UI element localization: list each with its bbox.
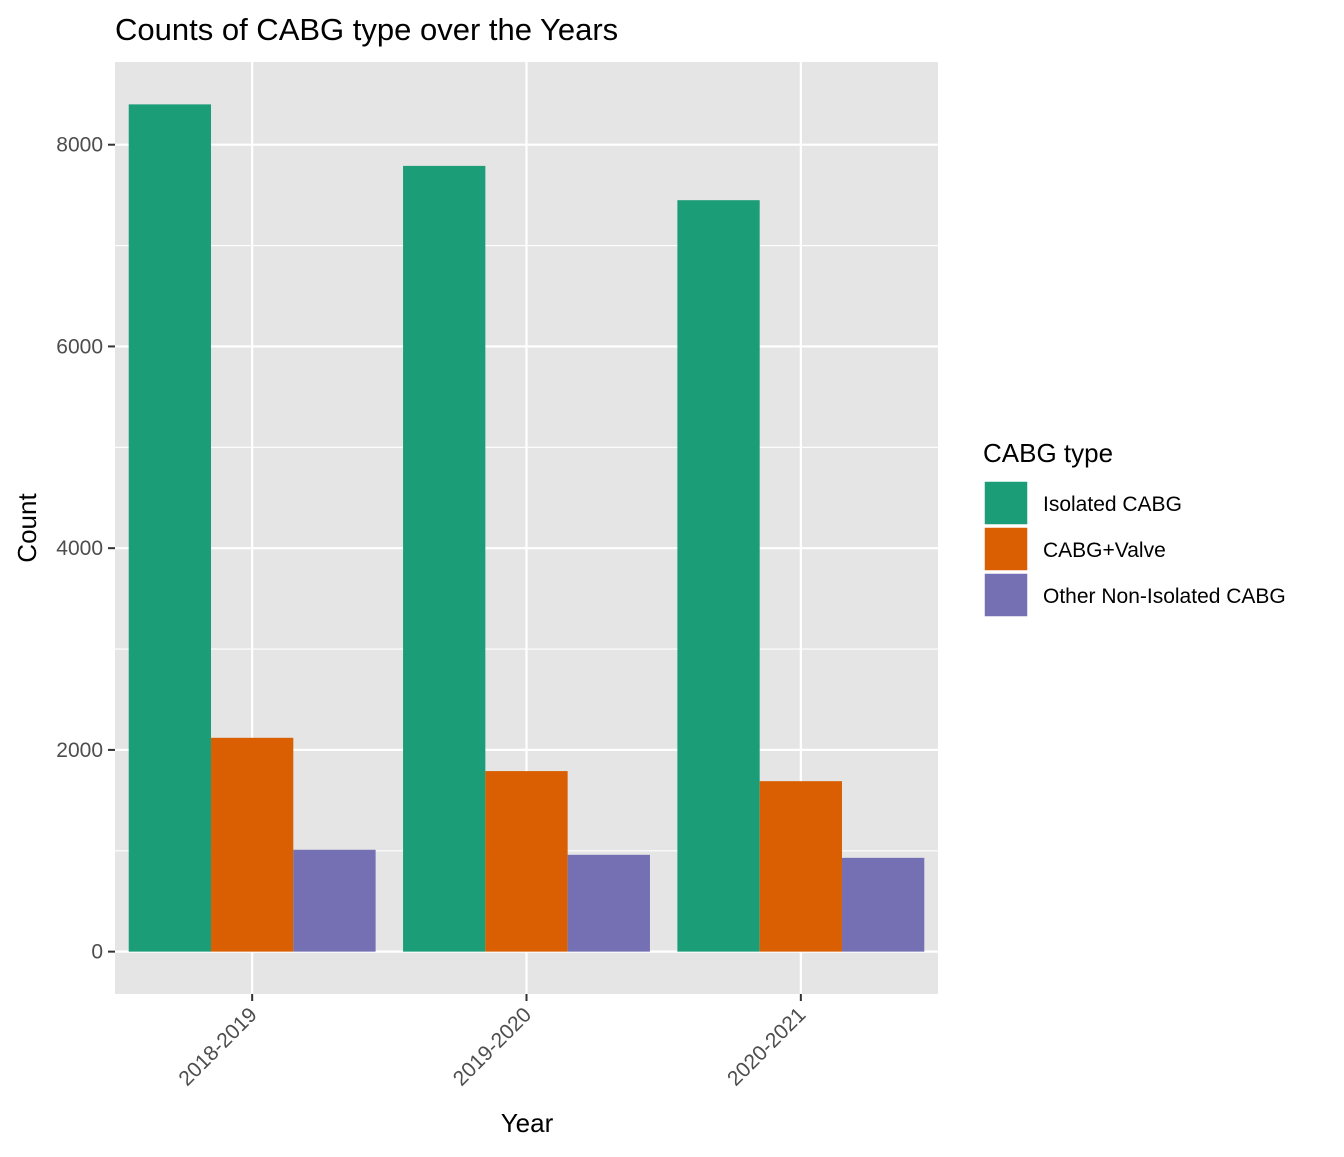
bar-cabg-valve-2019-2020 xyxy=(485,771,568,952)
bar-isolated-cabg-2020-2021 xyxy=(677,200,760,952)
legend-key xyxy=(983,526,1029,572)
y-tick-label: 8000 xyxy=(56,134,103,157)
y-tick-label: 2000 xyxy=(56,739,103,762)
y-tick-label: 6000 xyxy=(56,335,103,358)
bar-other-non-isolated-cabg-2020-2021 xyxy=(841,857,925,952)
legend: CABG type Isolated CABG CABG+Valve Other N… xyxy=(983,438,1286,618)
legend-title: CABG type xyxy=(983,438,1113,468)
bar-cabg-valve-2020-2021 xyxy=(759,781,842,952)
bar-isolated-cabg-2018-2019 xyxy=(128,104,212,952)
legend-label: CABG+Valve xyxy=(1043,539,1166,562)
y-axis-title: Count xyxy=(12,493,42,563)
y-axis: 0 2000 4000 6000 8000 xyxy=(56,134,115,964)
legend-key xyxy=(983,572,1029,618)
legend-label: Isolated CABG xyxy=(1043,493,1182,516)
chart-title: Counts of CABG type over the Years xyxy=(115,12,618,47)
x-axis-title: Year xyxy=(501,1108,554,1138)
y-tick-label: 0 xyxy=(91,941,103,964)
x-tick-label: 2018-2019 xyxy=(174,1003,261,1090)
bar-isolated-cabg-2019-2020 xyxy=(403,165,486,952)
bar-other-non-isolated-cabg-2018-2019 xyxy=(293,849,376,952)
x-axis: 2018-2019 2019-2020 2020-2021 xyxy=(174,994,810,1091)
bar-other-non-isolated-cabg-2019-2020 xyxy=(567,854,650,952)
legend-items: Isolated CABG CABG+Valve Other Non-Isolate… xyxy=(983,480,1286,618)
bars-layer xyxy=(128,104,925,952)
x-tick-label: 2020-2021 xyxy=(723,1003,810,1090)
y-tick-label: 4000 xyxy=(56,537,103,560)
legend-key xyxy=(983,480,1029,526)
x-tick-label: 2019-2020 xyxy=(449,1003,536,1090)
legend-label: Other Non-Isolated CABG xyxy=(1043,585,1286,608)
bar-cabg-valve-2018-2019 xyxy=(211,737,294,952)
